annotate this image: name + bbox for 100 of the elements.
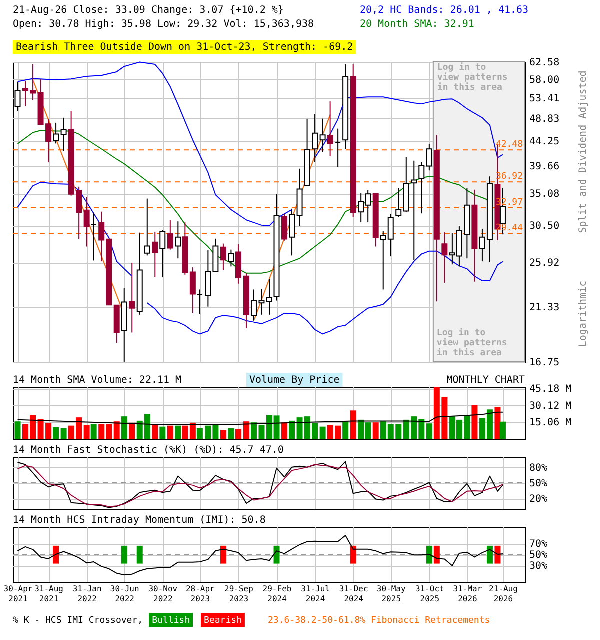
candlestick: [60, 117, 67, 152]
bar: [243, 422, 250, 439]
candlestick: [196, 289, 203, 315]
text: MONTHLY CHART: [446, 375, 525, 386]
candlestick: [411, 160, 418, 261]
bar: [84, 425, 90, 439]
bar: [175, 426, 182, 439]
text: 20 Month SMA: 32.91: [360, 19, 474, 30]
candlestick: [90, 212, 97, 262]
text: Volume By Price: [249, 375, 340, 386]
text: Bearish: [204, 616, 242, 626]
candlestick: [84, 196, 90, 248]
bar: [235, 429, 242, 439]
text: 20,2 HC Bands: 26.01 , 41.63: [360, 5, 529, 16]
x-tick-label: 30-Jun 2022: [110, 584, 140, 604]
candlestick: [167, 220, 174, 250]
candlestick: [282, 214, 288, 242]
y-tick-label: 45.18 M: [530, 384, 572, 396]
y-tick-label: 53.41: [530, 94, 560, 105]
bar: [60, 428, 67, 439]
candlestick: [220, 243, 226, 271]
x-tick-label: 21-Aug 2026: [489, 584, 518, 604]
y-tick-label: 15.06 M: [530, 418, 572, 429]
y-tick-label: 50%: [530, 478, 548, 490]
x-tick-label: 30-Apr 2021: [4, 584, 33, 604]
bar: [282, 422, 288, 439]
bar: [152, 425, 158, 439]
y-tick-label: 30.50: [530, 221, 560, 232]
line-series: [17, 535, 504, 576]
candlestick: [426, 143, 432, 172]
y-tick-label: 16.75: [530, 358, 560, 368]
bar: [350, 410, 356, 439]
legend-title: % K - HCS IMI Crossover,: [13, 616, 144, 626]
x-tick-label: 31-Oct 2025: [415, 584, 445, 604]
y-tick-label: 25.92: [530, 258, 560, 270]
y-tick-label: 48.83: [530, 114, 560, 125]
bar: [14, 422, 21, 439]
bar: [220, 430, 226, 439]
y-tick-label: 30%: [530, 561, 548, 572]
candlestick: [312, 114, 318, 163]
candlestick: [396, 188, 402, 218]
x-tick-label: 28-Apr 2023: [186, 584, 216, 604]
x-tick-label: 30-May 2025: [376, 584, 406, 604]
bar: [228, 428, 234, 439]
bar: [494, 407, 501, 439]
bar: [121, 416, 128, 439]
y-tick-label: 44.25: [530, 136, 560, 148]
y-tick-label: 80%: [530, 462, 548, 474]
chart-subtitle: Open: 30.78 High: 35.98 Low: 29.32 Vol: 15,363,938: [13, 19, 314, 30]
bar: [160, 426, 166, 439]
y-tick-label: 62.58: [530, 58, 560, 68]
band-label: Log in to view patterns in this area: [437, 62, 508, 93]
text: Logarithmic: [578, 280, 589, 348]
y-tick-label: 50%: [530, 550, 548, 561]
bar: [426, 424, 432, 439]
chart-title: 21-Aug-26 Close: 33.09 Change: 3.07 {+10.2 %}: [13, 5, 284, 16]
x-tick-label: 30-Nov 2022: [148, 584, 178, 604]
candlestick: [129, 262, 136, 334]
bar: [53, 428, 60, 439]
y-axis-title: Split and Dividend Adjusted: [578, 70, 589, 234]
bar: [196, 428, 203, 439]
candlestick: [289, 208, 296, 256]
bar: [372, 422, 379, 439]
bar: [90, 424, 97, 439]
candlestick: [144, 198, 150, 256]
y-tick-label: 30.12 M: [530, 400, 572, 412]
y-tick-label: 70%: [530, 539, 548, 550]
annotation: Log in to view patterns in this area: [436, 328, 508, 359]
bar: [472, 405, 478, 439]
chart-title: 14 Month Fast Stochastic (%K) (%D): 45.7 47.0: [13, 445, 284, 456]
bar: [114, 422, 120, 439]
y-tick-label: 20%: [530, 494, 548, 506]
bar: [289, 420, 296, 439]
text: 23.6-38.2-50-61.8% Fibonacci Retracements: [268, 616, 490, 626]
candlestick: [175, 221, 182, 260]
chart-title: 14 Month HCS Intraday Momentum (IMI): 50.8: [13, 515, 266, 526]
x-tick-label: 31-Dec 2024: [339, 584, 368, 604]
x-tick-label: 29-Feb 2024: [262, 584, 292, 604]
line-series: [17, 412, 504, 426]
ref-line-label: 42.48: [496, 140, 523, 150]
bar: [129, 422, 136, 439]
bar: [500, 422, 506, 439]
x-tick-label: 29-Sep 2023: [224, 584, 254, 604]
y-tick-label: 39.66: [530, 161, 560, 172]
bar: [320, 426, 326, 439]
x-tick-label: 31-Mar 2026: [453, 584, 482, 604]
y-tick-label: 58.00: [530, 74, 560, 86]
candlestick: [320, 118, 326, 153]
y-tick-label: 21.33: [530, 302, 560, 314]
candlestick: [190, 267, 196, 314]
candlestick: [442, 232, 448, 284]
candlestick: [266, 278, 272, 316]
bar: [342, 422, 349, 439]
chart-title: 14 Month SMA Volume: 22.11 M: [13, 375, 182, 386]
x-tick-label: 31-Jul 2024: [301, 584, 330, 604]
bar: [167, 426, 174, 439]
candlestick: [152, 231, 158, 278]
x-tick-label: 31-Aug 2021: [34, 584, 64, 604]
candlestick: [327, 101, 334, 157]
text: Bearish Three Outside Down on 31-Oct-23, Strength: -69.2: [16, 42, 354, 53]
